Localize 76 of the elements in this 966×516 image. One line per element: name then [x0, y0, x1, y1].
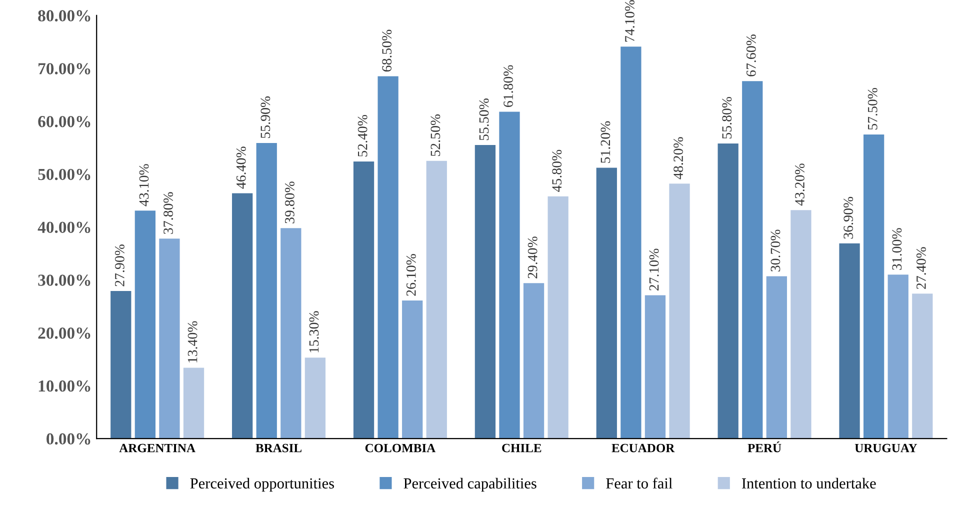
- data-label: 74.10%: [625, 0, 634, 42]
- data-label: 27.40%: [916, 247, 926, 289]
- data-label: 48.20%: [674, 137, 684, 180]
- data-label: 57.50%: [868, 88, 878, 130]
- x-tick-label: COLOMBIA: [365, 444, 436, 452]
- bar: [353, 161, 374, 439]
- bar: [548, 196, 568, 439]
- x-tick-label: URUGUAY: [854, 444, 918, 452]
- legend-label: Perceived capabilities: [404, 478, 536, 492]
- data-label: 27.10%: [649, 248, 659, 290]
- y-tick-label: 50.00%: [38, 168, 90, 180]
- x-tick-label: BRASIL: [256, 444, 302, 452]
- bar: [134, 210, 156, 439]
- data-label: 51.20%: [600, 121, 610, 163]
- bar: [232, 193, 253, 439]
- data-label: 27.90%: [114, 244, 124, 286]
- y-tick-label: 10.00%: [38, 380, 90, 392]
- data-label: 43.10%: [139, 164, 149, 206]
- bar: [790, 210, 812, 439]
- y-tick-label: 0.00%: [46, 433, 90, 445]
- data-label: 31.00%: [892, 228, 902, 270]
- y-tick-label: 70.00%: [38, 63, 90, 74]
- data-label: 37.80%: [164, 192, 173, 234]
- data-label: 68.50%: [382, 30, 392, 72]
- bar: [256, 142, 277, 439]
- bar: [669, 184, 690, 439]
- data-label: 55.80%: [722, 96, 732, 138]
- bar: [110, 291, 132, 439]
- data-label: 55.90%: [260, 96, 270, 138]
- data-label: 30.70%: [770, 230, 780, 272]
- legend-label: Perceived opportunities: [190, 478, 334, 492]
- bar: [304, 358, 326, 439]
- data-label: 55.50%: [479, 98, 489, 140]
- x-tick-label: PERÚ: [748, 441, 782, 452]
- y-tick-label: 30.00%: [38, 274, 90, 286]
- bar: [159, 238, 180, 439]
- bar: [718, 143, 738, 439]
- data-label: 61.80%: [504, 65, 514, 107]
- bar: [402, 300, 423, 439]
- data-label: 13.40%: [188, 321, 198, 362]
- bar: [766, 276, 787, 439]
- data-label: 67.60%: [746, 34, 756, 76]
- bar: [839, 243, 860, 439]
- bar: [523, 283, 544, 439]
- bar: [280, 228, 302, 439]
- bar: [620, 46, 642, 439]
- y-tick-label: 40.00%: [38, 222, 90, 234]
- bar: [426, 160, 447, 439]
- bar: [183, 368, 204, 439]
- data-label: 15.30%: [309, 311, 319, 352]
- data-label: 52.40%: [358, 114, 368, 156]
- data-label: 52.50%: [430, 114, 440, 156]
- y-tick-label: 20.00%: [38, 328, 90, 339]
- bar: [644, 295, 666, 439]
- bar: [863, 134, 884, 439]
- data-label: 39.80%: [285, 182, 294, 224]
- data-label: 29.40%: [528, 236, 538, 278]
- bar: [742, 81, 763, 439]
- bar: [474, 145, 496, 439]
- y-tick-label: 80.00%: [38, 10, 90, 22]
- data-label: 45.80%: [552, 150, 562, 192]
- bar: [596, 168, 617, 439]
- bar: [378, 76, 398, 439]
- bar: [499, 112, 520, 439]
- data-label: 26.10%: [406, 254, 416, 296]
- data-label: 43.20%: [795, 164, 804, 206]
- x-tick-label: ECUADOR: [612, 444, 675, 452]
- legend-label: Fear to fail: [606, 478, 672, 489]
- y-tick-label: 60.00%: [38, 116, 90, 128]
- legend-label: Intention to undertake: [742, 478, 876, 489]
- data-label: 46.40%: [236, 146, 246, 189]
- x-tick-label: CHILE: [502, 444, 542, 452]
- bar: [888, 274, 908, 439]
- data-label: 36.90%: [844, 196, 854, 239]
- x-tick-label: ARGENTINA: [119, 444, 196, 452]
- bar: [912, 294, 933, 439]
